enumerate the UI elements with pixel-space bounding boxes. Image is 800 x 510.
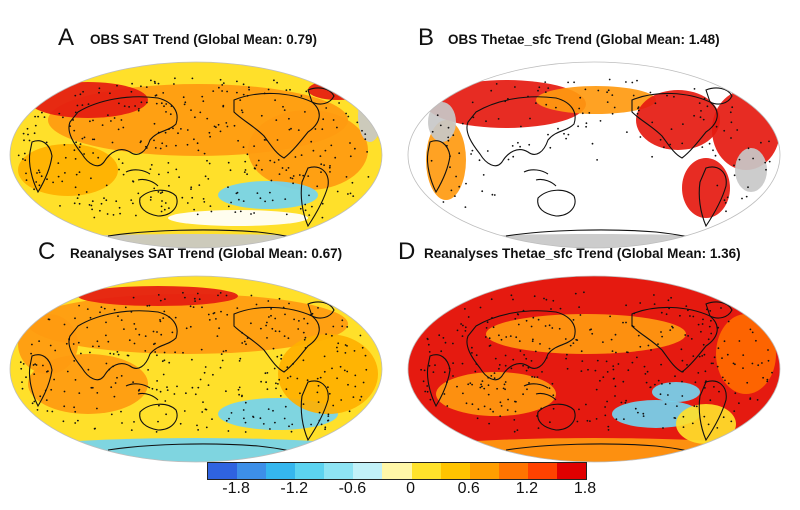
- colorbar-swatch: [237, 463, 267, 479]
- panel-letter: C: [38, 238, 56, 265]
- colorbar-tick-label: 0: [406, 480, 415, 497]
- colorbar-swatch: [411, 463, 441, 479]
- colorbar-tick-label: -1.2: [280, 480, 309, 497]
- colorbar-swatch: [295, 463, 325, 479]
- colorbar: [207, 462, 587, 480]
- panel-letter: D: [398, 238, 416, 265]
- colorbar-tick-label: 0.6: [457, 480, 480, 497]
- colorbar-tick-label: 1.2: [515, 480, 538, 497]
- colorbar-tick-label: -0.6: [338, 480, 367, 497]
- colorbar-tick-label: -1.8: [222, 480, 250, 497]
- map-obs-thetae: [407, 61, 781, 249]
- panel-title: Reanalyses Thetae_sfc Trend (Global Mean…: [424, 246, 741, 261]
- colorbar-swatch: [353, 463, 383, 479]
- panel-b: B OBS Thetae_sfc Trend (Global Mean: 1.4…: [398, 24, 790, 254]
- panel-c: C Reanalyses SAT Trend (Global Mean: 0.6…: [0, 238, 392, 468]
- panel-title: Reanalyses SAT Trend (Global Mean: 0.67): [70, 246, 343, 261]
- panel-letter: A: [58, 24, 75, 51]
- colorbar-swatch: [527, 463, 557, 479]
- panel-title: OBS Thetae_sfc Trend (Global Mean: 1.48): [448, 32, 720, 47]
- map-reanalyses-thetae: [407, 275, 781, 463]
- colorbar-tick-label: 1.8: [573, 480, 597, 497]
- colorbar-labels: -1.8 -1.2 -0.6 0 0.6 1.2 1.8: [207, 480, 596, 502]
- colorbar-swatch: [324, 463, 354, 479]
- colorbar-swatch: [469, 463, 499, 479]
- panel-title: OBS SAT Trend (Global Mean: 0.79): [90, 32, 318, 47]
- colorbar-swatch: [266, 463, 296, 479]
- colorbar-swatch: [208, 463, 238, 479]
- map-reanalyses-sat: [9, 275, 383, 463]
- colorbar-swatch: [440, 463, 470, 479]
- colorbar-swatch: [556, 463, 587, 479]
- panel-a: A OBS SAT Trend (Global Mean: 0.79): [0, 24, 392, 254]
- panel-letter: B: [418, 24, 435, 51]
- colorbar-swatch: [382, 463, 412, 479]
- panel-d: D Reanalyses Thetae_sfc Trend (Global Me…: [398, 238, 790, 468]
- colorbar-swatch: [498, 463, 528, 479]
- map-obs-sat: [9, 61, 383, 249]
